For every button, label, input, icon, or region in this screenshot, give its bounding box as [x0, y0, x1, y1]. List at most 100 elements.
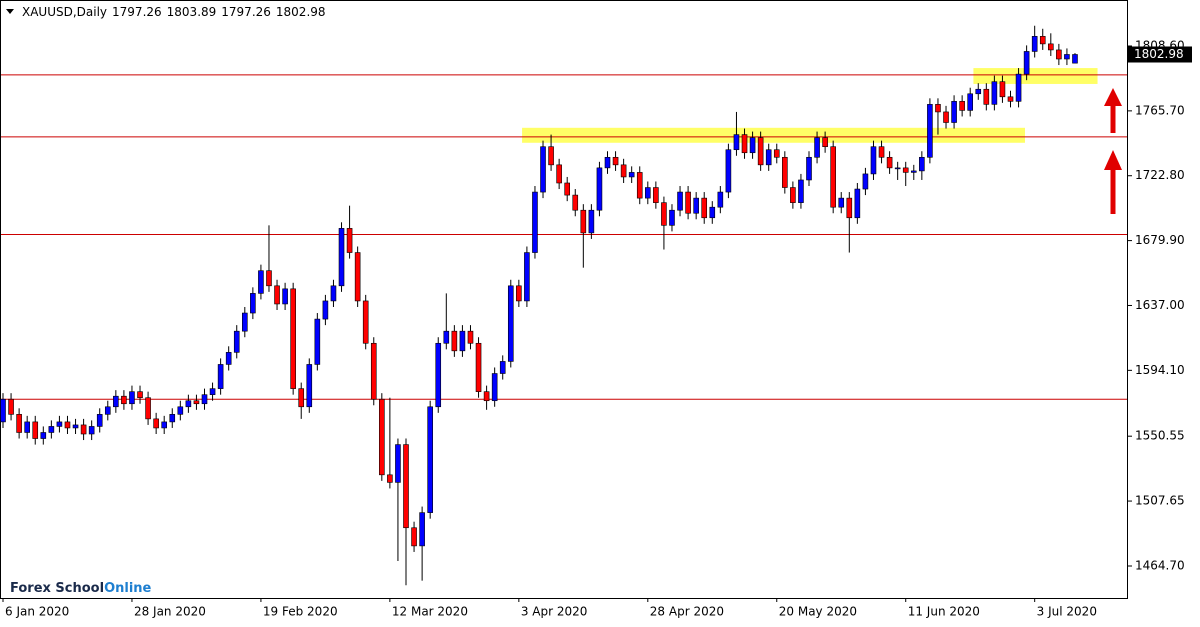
- candle: [653, 181, 659, 209]
- candle: [427, 400, 433, 519]
- candle: [564, 176, 571, 202]
- candle-body: [443, 330, 450, 344]
- candle: [1007, 90, 1014, 108]
- candle: [910, 164, 917, 180]
- candle-body: [8, 398, 14, 415]
- candle: [330, 279, 337, 307]
- candle: [951, 95, 957, 129]
- candle: [588, 204, 595, 239]
- candle: [379, 393, 385, 481]
- candle-body: [499, 361, 506, 374]
- candle: [507, 279, 514, 368]
- candle: [370, 337, 377, 406]
- candle: [1064, 48, 1070, 66]
- candle: [346, 205, 353, 259]
- candle-body: [24, 421, 30, 433]
- candle-body: [185, 400, 192, 408]
- candle: [1015, 68, 1022, 108]
- candle-body: [153, 418, 159, 429]
- candle: [669, 204, 675, 232]
- y-tick-label: 1637.00: [1135, 298, 1185, 312]
- candle-body: [524, 252, 530, 302]
- candle-body: [467, 330, 474, 344]
- candle: [693, 192, 699, 220]
- candle: [798, 173, 804, 209]
- candle: [782, 151, 788, 194]
- candle-body: [653, 187, 659, 203]
- candle: [8, 393, 14, 421]
- candle-body: [314, 318, 321, 365]
- y-tick-label: 1722.80: [1135, 168, 1185, 182]
- chart-title: XAUUSD,Daily: [22, 5, 108, 19]
- candle: [40, 426, 47, 445]
- candle: [1072, 53, 1078, 64]
- candle-body: [685, 191, 691, 214]
- candle: [919, 151, 925, 180]
- candle-body: [1039, 36, 1046, 45]
- candle-body: [104, 406, 111, 415]
- candle-body: [991, 81, 998, 105]
- x-tick-label: 3 Apr 2020: [521, 605, 588, 619]
- candle: [72, 418, 79, 434]
- candle: [193, 394, 200, 410]
- candle: [596, 161, 603, 217]
- candle-body: [1072, 54, 1078, 64]
- candle: [258, 264, 264, 300]
- candle-body: [983, 88, 990, 105]
- candle-body: [507, 285, 514, 362]
- candle-body: [1015, 73, 1022, 102]
- y-tick-label: 1507.65: [1135, 494, 1185, 508]
- candle-body: [532, 191, 538, 253]
- candle: [387, 397, 393, 489]
- candle-body: [725, 149, 732, 193]
- candle-body: [80, 424, 87, 435]
- candle: [274, 279, 280, 311]
- candle: [733, 111, 740, 156]
- ohlc-low: 1797.26: [221, 5, 271, 19]
- ohlc-high: 1803.89: [166, 5, 217, 19]
- candle: [201, 388, 208, 410]
- candle-body: [943, 111, 949, 123]
- candle: [572, 189, 579, 217]
- candle-body: [395, 444, 401, 483]
- candle: [113, 390, 119, 413]
- candle: [322, 294, 329, 326]
- candle-body: [48, 426, 55, 433]
- candle: [765, 143, 772, 171]
- candle: [943, 105, 949, 129]
- candle: [443, 293, 450, 350]
- candle: [991, 75, 998, 111]
- dropdown-icon[interactable]: [6, 9, 14, 14]
- candle-body: [677, 191, 683, 211]
- price-box: [1128, 46, 1192, 63]
- candle: [1039, 28, 1046, 50]
- candle-body: [580, 209, 587, 234]
- candle: [395, 438, 401, 562]
- candle-body: [362, 300, 369, 344]
- candle: [16, 408, 22, 439]
- candle-body: [556, 164, 562, 184]
- candle: [96, 408, 103, 433]
- candle-body: [96, 414, 103, 427]
- candle-body: [233, 330, 240, 353]
- candle: [0, 393, 6, 428]
- candle: [250, 287, 256, 320]
- candle: [451, 325, 458, 357]
- candle: [32, 415, 39, 445]
- candle: [862, 167, 869, 196]
- candle-body: [145, 397, 151, 420]
- candle-body: [56, 421, 63, 427]
- candle-body: [379, 398, 385, 476]
- candle-body: [451, 330, 458, 352]
- candle-body: [88, 426, 95, 435]
- candle-body: [209, 388, 216, 395]
- candle-body: [64, 421, 71, 429]
- candle-body: [403, 444, 409, 529]
- candle: [419, 506, 425, 581]
- candle: [757, 131, 764, 171]
- candle: [153, 412, 159, 434]
- candle-body: [427, 406, 433, 513]
- candle: [999, 75, 1006, 103]
- candle: [580, 204, 587, 268]
- candle-body: [32, 421, 39, 439]
